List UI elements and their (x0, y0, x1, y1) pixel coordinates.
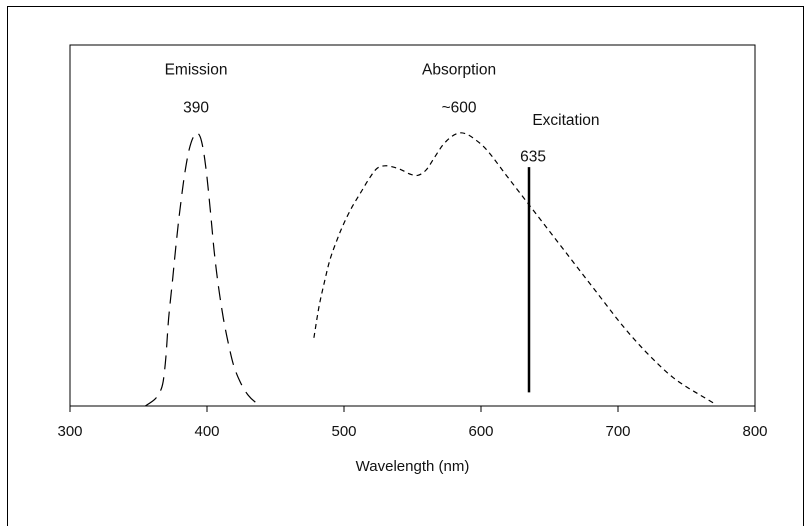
plot-area-border (69, 44, 756, 407)
emission-peak-label: 390 (183, 100, 209, 117)
x-tick-label-300: 300 (57, 423, 82, 440)
emission-title-label: Emission (165, 61, 228, 78)
x-axis: 300 400 500 600 700 800 (57, 44, 768, 440)
x-tick-label-800: 800 (742, 423, 767, 440)
annotation-layer: Emission 390 Absorption ~600 Excitation 635 (165, 61, 600, 165)
x-tick-label-400: 400 (194, 423, 219, 440)
excitation-peak-label: 635 (520, 149, 546, 166)
x-tick-label-500: 500 (331, 423, 356, 440)
absorption-peak-label: ~600 (442, 100, 477, 117)
x-tick-label-700: 700 (605, 423, 630, 440)
excitation-title-label: Excitation (532, 112, 599, 129)
spectrum-chart: 300 400 500 600 700 800 Emission 390 Absorption… (57, 44, 768, 475)
absorption-title-label: Absorption (422, 61, 496, 78)
emission-line (144, 132, 263, 407)
x-tick-label-600: 600 (468, 423, 493, 440)
chart-frame (7, 6, 804, 526)
x-axis-label: Wavelength (nm) (356, 458, 470, 475)
absorption-line (313, 132, 715, 404)
series-layer (144, 132, 715, 407)
